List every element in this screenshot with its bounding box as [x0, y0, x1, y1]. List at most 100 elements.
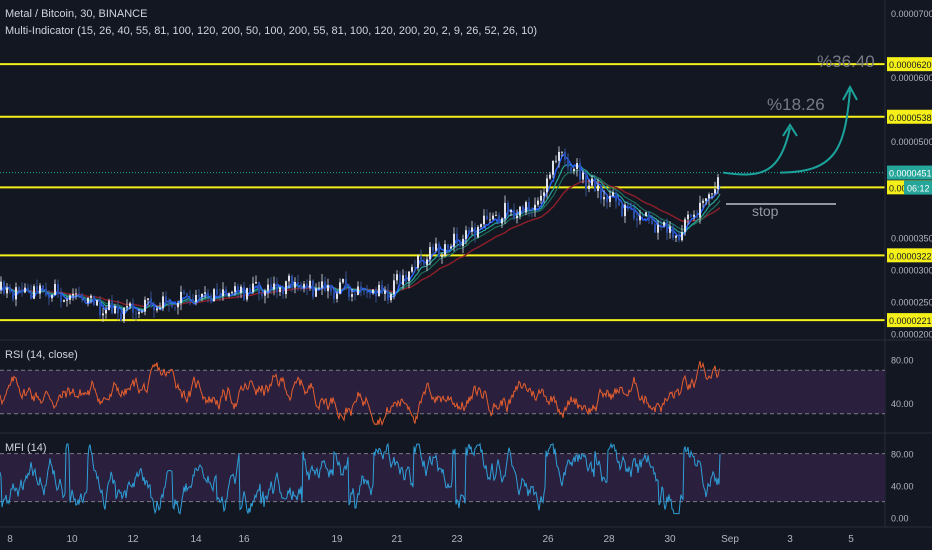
candle-body: [117, 306, 119, 314]
candle-body: [99, 300, 101, 316]
candle-body: [507, 202, 509, 212]
candle-body: [108, 300, 110, 310]
candle-body: [465, 230, 467, 239]
candle-body: [246, 288, 248, 300]
time-tick-label: 14: [190, 534, 202, 545]
candle-body: [558, 151, 560, 161]
candle-body: [141, 311, 143, 313]
candle-body: [147, 298, 149, 300]
candle-body: [303, 283, 305, 288]
price-tick-label: 0.0000350: [891, 233, 932, 243]
candle-body: [237, 286, 239, 293]
indicator-title: Multi-Indicator (15, 26, 40, 55, 81, 100…: [5, 25, 538, 37]
candle-body: [102, 313, 104, 316]
candle-body: [75, 293, 77, 295]
candle-body: [345, 278, 347, 289]
time-tick-label: 28: [603, 534, 615, 545]
rsi-axis[interactable]: 80.00 40.00: [891, 355, 914, 409]
candle-body: [645, 212, 647, 216]
candle-body: [375, 289, 377, 297]
candle-body: [318, 287, 320, 289]
candle-body: [483, 215, 485, 225]
ema-fast-line: [0, 153, 721, 315]
candle-body: [696, 214, 698, 218]
candle-body: [501, 218, 503, 224]
candle-body: [537, 200, 539, 205]
osc-tick-label: 40.00: [891, 482, 914, 492]
time-tick-label: 21: [391, 534, 403, 545]
candle-body: [546, 178, 548, 193]
candle-body: [285, 281, 287, 295]
candle-body: [429, 247, 431, 260]
countdown-text: 06:12: [907, 184, 930, 194]
level-price-tag: [887, 57, 932, 72]
level-price-tag: [887, 109, 932, 124]
candle-body: [51, 295, 53, 299]
candle-body: [630, 205, 632, 208]
target-label: %36.40: [817, 52, 875, 71]
candle-body: [267, 284, 269, 291]
price-pane[interactable]: %36.40 %18.26 stop: [0, 52, 885, 323]
candle-body: [711, 193, 713, 195]
osc-tick-label: 0.00: [891, 514, 909, 524]
mfi-axis[interactable]: 80.00 40.00 0.00: [891, 450, 914, 524]
price-axis[interactable]: 0.0000700 0.0000600 0.0000500 0.0000350 0.00…: [891, 9, 932, 340]
candle-body: [324, 281, 326, 292]
candle-body: [681, 232, 683, 241]
time-axis[interactable]: 8 10 12 14 16 19 21 23 26 28 30 Sep 3 5: [7, 534, 854, 545]
candle-body: [372, 289, 374, 294]
candle-body: [453, 233, 455, 247]
candle-body: [612, 192, 614, 196]
mfi-pane[interactable]: [0, 442, 885, 515]
candle-body: [180, 291, 182, 304]
mfi-band: [0, 453, 885, 502]
candle-body: [576, 163, 578, 170]
candle-body: [207, 292, 209, 296]
time-tick-label: 10: [66, 534, 78, 545]
candle-body: [609, 195, 611, 202]
candle-body: [525, 202, 527, 213]
candle-body: [132, 303, 134, 313]
target-arrow-1: [722, 127, 791, 176]
candle-body: [411, 267, 413, 272]
candle-body: [672, 226, 674, 238]
candle-body: [60, 294, 62, 302]
candle-body: [327, 285, 329, 292]
candle-body: [489, 219, 491, 221]
candle-body: [201, 293, 203, 297]
candle-body: [57, 284, 59, 295]
candle-body: [669, 226, 671, 233]
candle-body: [570, 167, 572, 171]
candle-body: [561, 151, 563, 153]
candle-body: [405, 275, 407, 282]
candle-body: [240, 286, 242, 293]
candle-body: [366, 292, 368, 294]
candle-body: [93, 295, 95, 306]
level-price-tag: [887, 248, 932, 263]
candle-body: [294, 282, 296, 288]
candle-body: [348, 288, 350, 297]
candle-body: [192, 298, 194, 302]
candle-body: [486, 215, 488, 220]
candle-body: [684, 219, 686, 233]
candle-body: [183, 291, 185, 294]
candle-body: [456, 233, 458, 244]
candle-body: [597, 185, 599, 191]
candle-body: [72, 293, 74, 296]
candle-body: [450, 246, 452, 249]
candle-body: [426, 259, 428, 265]
price-series: [0, 146, 719, 323]
candle-body: [624, 204, 626, 217]
candle-body: [420, 255, 422, 262]
time-tick-label: 16: [238, 534, 250, 545]
candle-body: [309, 280, 311, 288]
candle-body: [633, 207, 635, 219]
rsi-pane[interactable]: [0, 360, 885, 427]
candle-body: [498, 215, 500, 224]
candle-body: [21, 289, 23, 293]
candle-body: [666, 221, 668, 233]
candle-body: [222, 289, 224, 297]
level-price-tag: [887, 313, 932, 328]
candle-body: [381, 284, 383, 294]
